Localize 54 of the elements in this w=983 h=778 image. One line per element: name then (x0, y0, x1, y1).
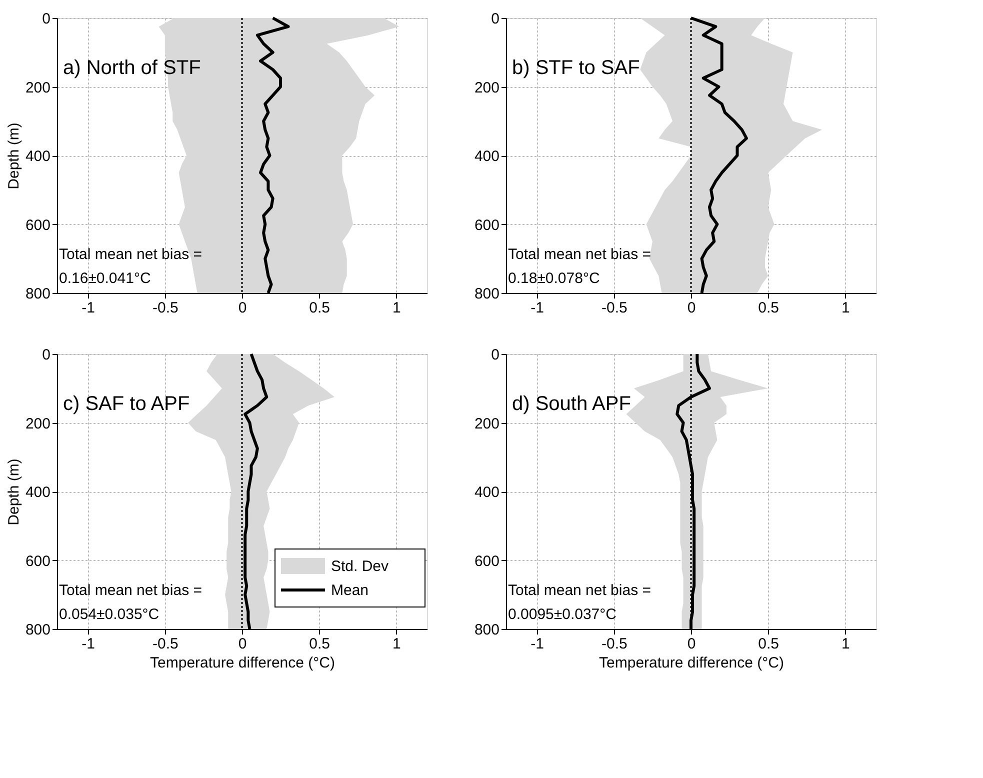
x-tick-label: -1 (530, 636, 544, 652)
x-tick-label: 0 (687, 636, 696, 652)
annotation: Total mean net bias = 0.18±0.078°C (508, 246, 652, 287)
text: b) STF to SAF (512, 57, 640, 79)
annotation: Total mean net bias = 0.054±0.035°C (59, 582, 202, 623)
y-tick-label: 800 (25, 622, 50, 638)
x-tick-label: -1 (82, 636, 96, 652)
x-tick-label: -1 (530, 300, 544, 316)
y-tick-label: 0 (491, 10, 500, 28)
x-tick-label: 0 (687, 300, 696, 316)
y-tick-label: 800 (474, 622, 500, 638)
y-tick-label: 600 (474, 216, 500, 234)
y-tick-label: 800 (474, 286, 500, 302)
y-tick-label: 200 (25, 415, 50, 432)
x-tick-label: 1 (392, 300, 401, 316)
y-tick-label: 600 (25, 552, 50, 570)
x-tick-label: 0.5 (309, 636, 330, 652)
x-tick-label: 0 (238, 636, 247, 652)
y-tick-label: 400 (474, 148, 500, 165)
x-tick-label: 0.5 (309, 300, 330, 316)
x-tick-label: -0.5 (601, 636, 628, 652)
y-tick-label: 200 (474, 415, 500, 432)
y-tick-label: 200 (25, 79, 50, 96)
y-tick-label: 400 (25, 484, 50, 501)
x-axis-title: Temperature difference (°C) (599, 654, 784, 672)
x-tick-label: -0.5 (601, 300, 628, 316)
x-axis-title: Temperature difference (°C) (150, 654, 335, 672)
y-tick-label: 800 (25, 286, 50, 302)
y-axis-title: Depth (m) (5, 458, 22, 526)
x-tick-label: 0.5 (758, 636, 780, 652)
y-tick-label: 600 (25, 216, 50, 234)
y-tick-label: 0 (491, 346, 500, 364)
legend-label: Mean (331, 582, 369, 599)
annotation: Total mean net bias = 0.16±0.041°C (59, 246, 202, 287)
x-tick-label: -0.5 (152, 636, 178, 652)
x-tick-label: 1 (392, 636, 401, 652)
text: c) SAF to APF (63, 393, 190, 415)
text: d) South APF (512, 393, 631, 415)
y-tick-label: 600 (474, 552, 500, 570)
x-tick-label: 0 (238, 300, 247, 316)
annotation: Total mean net bias = 0.0095±0.037°C (508, 582, 652, 623)
y-tick-label: 0 (42, 10, 50, 28)
y-axis-title: Depth (m) (5, 122, 22, 190)
text: a) North of STF (63, 57, 201, 79)
x-tick-label: 0.5 (758, 300, 780, 316)
y-tick-label: 400 (474, 484, 500, 501)
annotation: Std. Dev (331, 558, 390, 575)
y-tick-label: 200 (474, 79, 500, 96)
y-tick-label: 0 (42, 346, 50, 364)
x-tick-label: 1 (841, 636, 850, 652)
x-tick-label: 1 (841, 300, 850, 316)
x-tick-label: -0.5 (152, 300, 178, 316)
x-tick-label: -1 (82, 300, 96, 316)
y-tick-label: 400 (25, 148, 50, 165)
